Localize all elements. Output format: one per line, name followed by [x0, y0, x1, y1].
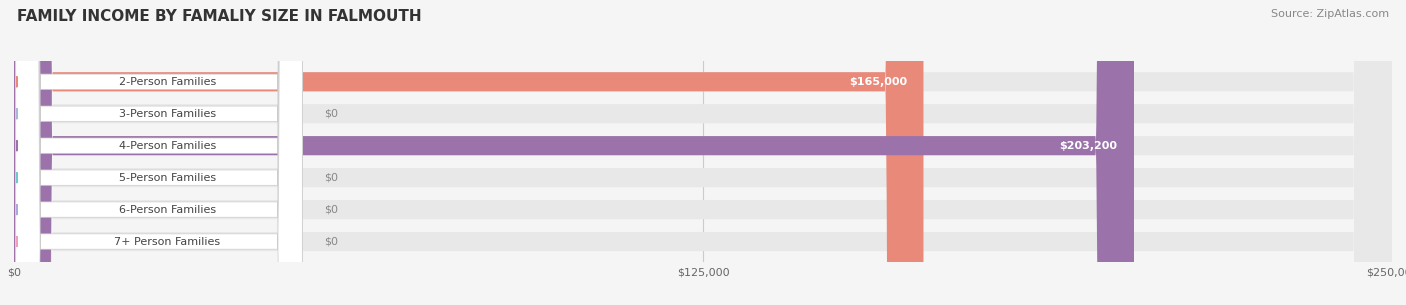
Text: 2-Person Families: 2-Person Families: [118, 77, 217, 87]
FancyBboxPatch shape: [14, 0, 1392, 305]
FancyBboxPatch shape: [15, 0, 302, 305]
FancyBboxPatch shape: [14, 0, 1392, 305]
FancyBboxPatch shape: [14, 0, 1392, 305]
FancyBboxPatch shape: [14, 0, 1392, 305]
FancyBboxPatch shape: [15, 0, 302, 305]
Text: $0: $0: [325, 109, 339, 119]
Text: 6-Person Families: 6-Person Families: [118, 205, 217, 215]
Text: 7+ Person Families: 7+ Person Families: [114, 237, 221, 246]
Text: 3-Person Families: 3-Person Families: [118, 109, 217, 119]
Text: $0: $0: [325, 237, 339, 246]
Text: FAMILY INCOME BY FAMALIY SIZE IN FALMOUTH: FAMILY INCOME BY FAMALIY SIZE IN FALMOUT…: [17, 9, 422, 24]
FancyBboxPatch shape: [14, 0, 1392, 305]
FancyBboxPatch shape: [15, 0, 302, 305]
Text: $0: $0: [325, 205, 339, 215]
Text: 5-Person Families: 5-Person Families: [118, 173, 217, 183]
FancyBboxPatch shape: [15, 0, 302, 305]
Text: $203,200: $203,200: [1060, 141, 1118, 151]
FancyBboxPatch shape: [14, 0, 924, 305]
Text: Source: ZipAtlas.com: Source: ZipAtlas.com: [1271, 9, 1389, 19]
Text: $165,000: $165,000: [849, 77, 907, 87]
FancyBboxPatch shape: [14, 0, 1135, 305]
FancyBboxPatch shape: [15, 0, 302, 305]
FancyBboxPatch shape: [14, 0, 1392, 305]
Text: 4-Person Families: 4-Person Families: [118, 141, 217, 151]
Text: $0: $0: [325, 173, 339, 183]
FancyBboxPatch shape: [15, 0, 302, 305]
